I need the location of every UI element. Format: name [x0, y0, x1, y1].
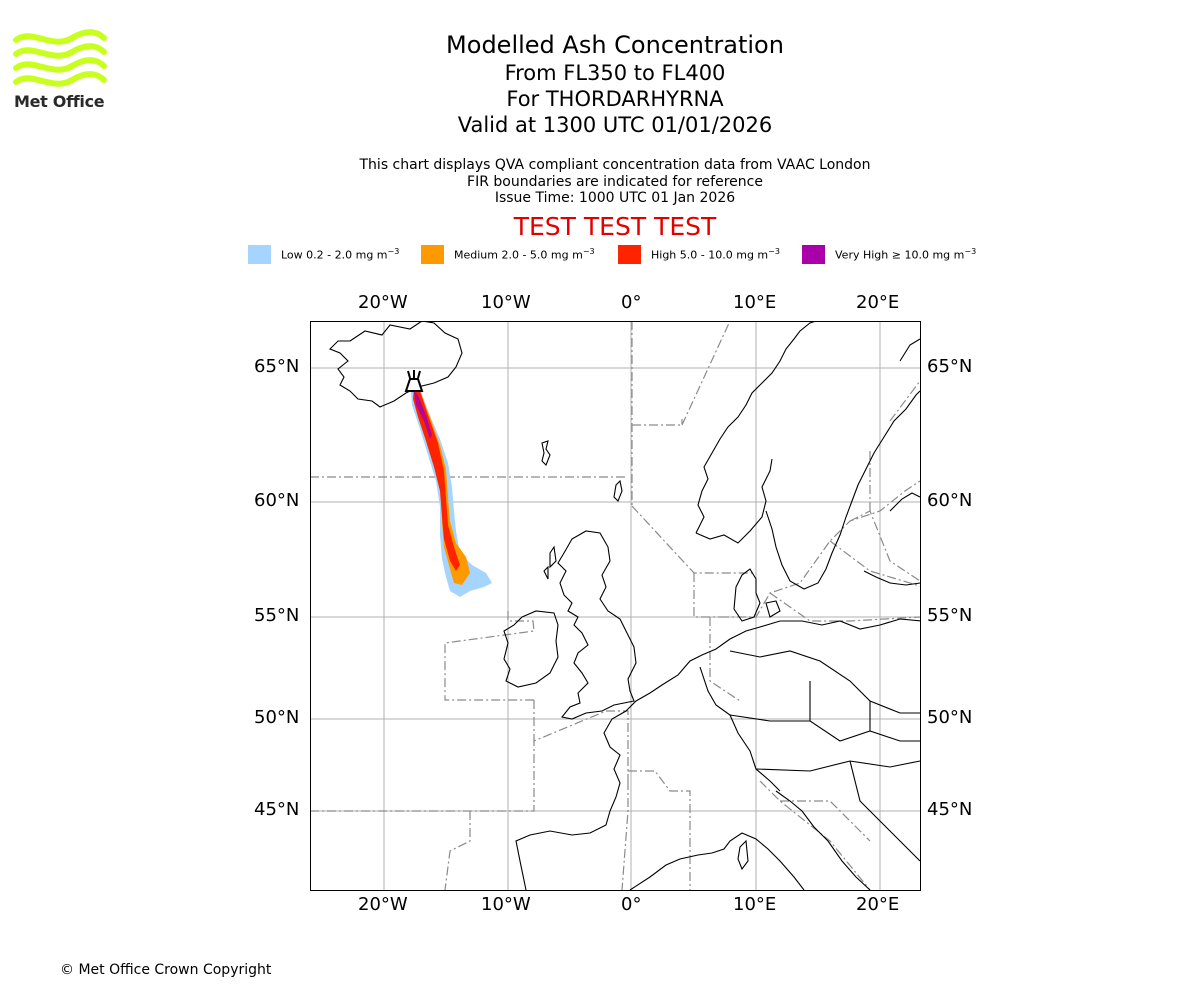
ireland-coast	[503, 610, 559, 688]
legend-label-medium: Medium 2.0 - 5.0 mg m−3	[454, 246, 595, 262]
great-britain-coast	[557, 530, 637, 720]
legend-label-low: Low 0.2 - 2.0 mg m−3	[281, 246, 400, 262]
lon-label-top-20e: 20°E	[856, 292, 900, 313]
legend-swatch-very-high	[802, 244, 825, 264]
note-fir: FIR boundaries are indicated for referen…	[467, 173, 763, 190]
denmark-coast	[733, 568, 761, 622]
copyright: © Met Office Crown Copyright	[60, 962, 272, 978]
lat-label-right-55n: 55°N	[927, 605, 973, 626]
chart-notes: This chart displays QVA compliant concen…	[0, 157, 1200, 207]
legend: Low 0.2 - 2.0 mg m−3 Medium 2.0 - 5.0 mg…	[0, 243, 1200, 265]
fir-boundaries	[310, 321, 921, 891]
lon-label-bottom-10e: 10°E	[733, 894, 777, 915]
lon-label-top-10e: 10°E	[733, 292, 777, 313]
lon-label-top-20w: 20°W	[358, 292, 408, 313]
legend-item-high: High 5.0 - 10.0 mg m−3	[618, 243, 780, 265]
ash-map	[310, 321, 921, 891]
ash-high-region	[413, 387, 460, 571]
lon-label-bottom-10w: 10°W	[481, 894, 531, 915]
legend-label-very-high: Very High ≥ 10.0 mg m−3	[835, 246, 977, 262]
legend-item-medium: Medium 2.0 - 5.0 mg m−3	[421, 243, 595, 265]
note-qva: This chart displays QVA compliant concen…	[359, 157, 871, 173]
lon-label-top-10w: 10°W	[481, 292, 531, 313]
volcano-name: For THORDARHYRNA	[506, 87, 724, 111]
test-banner: TEST TEST TEST	[513, 212, 717, 241]
legend-item-very-high: Very High ≥ 10.0 mg m−3	[802, 243, 976, 265]
norway-coast	[695, 321, 817, 534]
lat-label-left-55n: 55°N	[254, 605, 300, 626]
legend-label-high: High 5.0 - 10.0 mg m−3	[651, 246, 780, 262]
sweden-coast	[765, 390, 921, 590]
ash-plume	[410, 381, 492, 597]
lon-label-bottom-0: 0°	[621, 894, 642, 915]
flight-levels: From FL350 to FL400	[504, 61, 726, 85]
chart-title-block: Modelled Ash Concentration From FL350 to…	[0, 30, 1200, 138]
chart-title: Modelled Ash Concentration	[446, 31, 784, 59]
lon-label-bottom-20e: 20°E	[856, 894, 900, 915]
met-office-logo	[13, 29, 107, 87]
lon-label-top-0: 0°	[621, 292, 642, 313]
legend-swatch-high	[618, 244, 641, 264]
lat-label-left-60n: 60°N	[254, 490, 300, 511]
continental-coast	[515, 618, 921, 891]
issue-time: Issue Time: 1000 UTC 01 Jan 2026	[494, 190, 736, 206]
ash-very-high-region	[414, 391, 432, 439]
valid-time: Valid at 1300 UTC 01/01/2026	[457, 113, 773, 137]
legend-swatch-medium	[421, 244, 444, 264]
lon-label-bottom-20w: 20°W	[358, 894, 408, 915]
legend-swatch-low	[248, 244, 271, 264]
lat-label-left-65n: 65°N	[254, 356, 300, 377]
lat-label-right-60n: 60°N	[927, 490, 973, 511]
lat-label-left-45n: 45°N	[254, 799, 300, 820]
met-office-logo-text: Met Office	[14, 92, 105, 111]
legend-item-low: Low 0.2 - 2.0 mg m−3	[248, 243, 399, 265]
volcano-icon	[404, 370, 424, 392]
lat-label-right-50n: 50°N	[927, 707, 973, 728]
graticule	[310, 321, 920, 890]
lat-label-left-50n: 50°N	[254, 707, 300, 728]
lat-label-right-65n: 65°N	[927, 356, 973, 377]
coastlines	[329, 321, 921, 891]
lat-label-right-45n: 45°N	[927, 799, 973, 820]
